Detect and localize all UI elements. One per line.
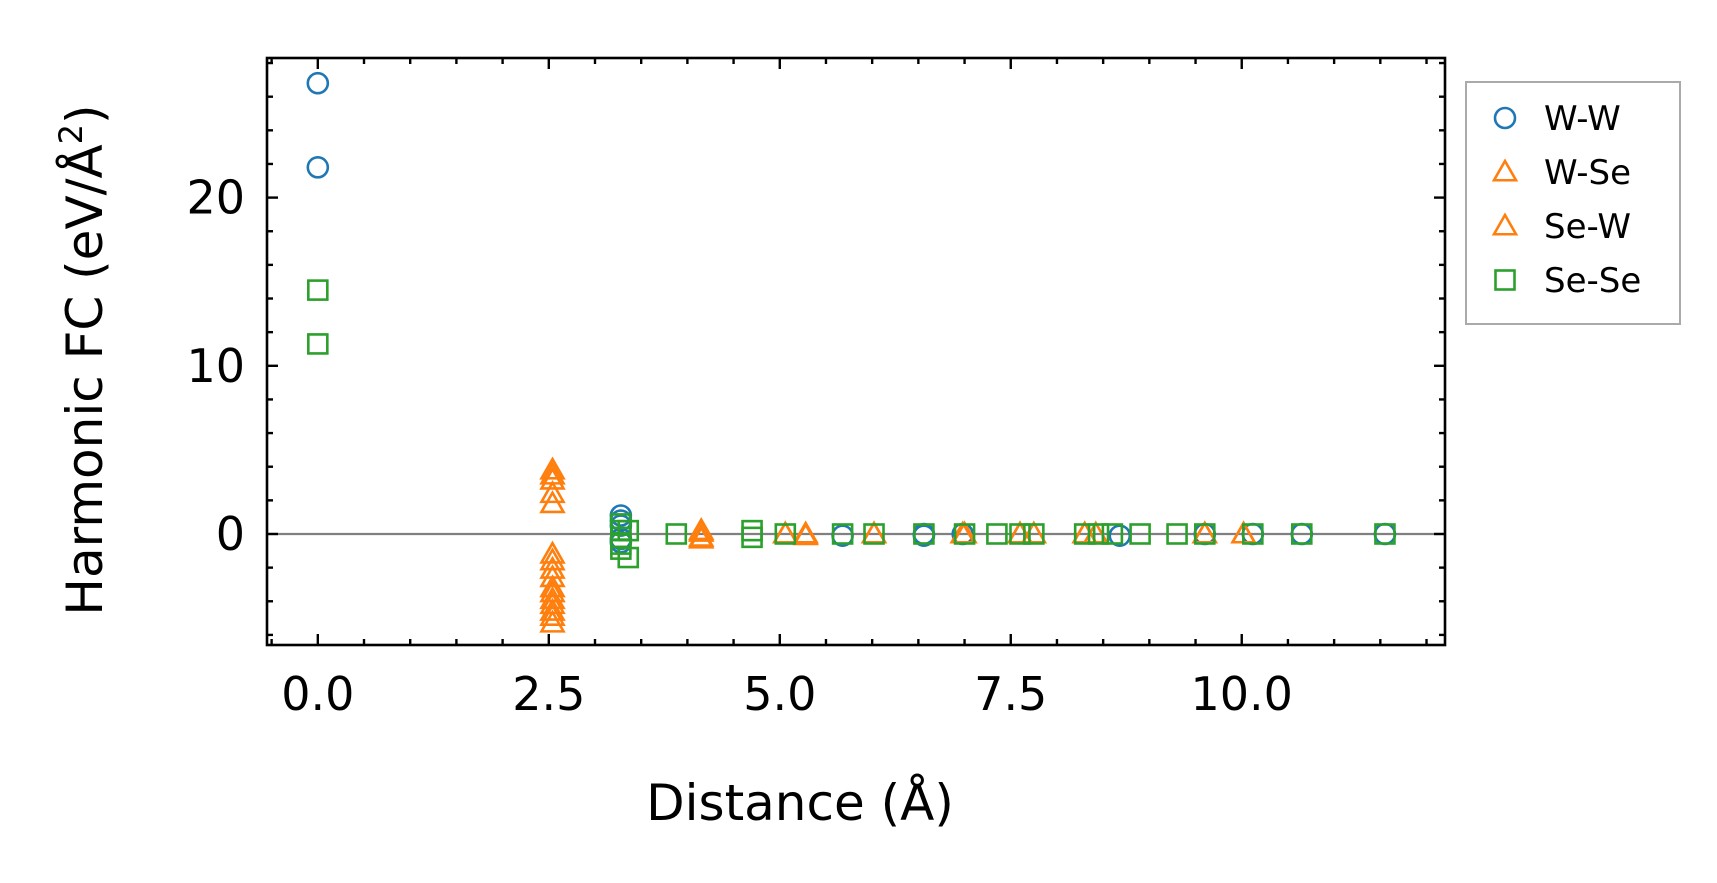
point-se-se-23 xyxy=(1129,523,1151,545)
x-tick-label: 2.5 xyxy=(512,667,585,721)
point-se-w-1 xyxy=(539,480,566,504)
point-w-se-11 xyxy=(772,520,799,544)
point-se-w-11 xyxy=(860,520,888,544)
point-se-w-7 xyxy=(688,518,715,542)
y-tick-label: 20 xyxy=(186,171,245,225)
point-se-se-18 xyxy=(1009,523,1031,545)
legend-item-se-w: Se-W xyxy=(1491,207,1631,247)
x-axis-label: Distance (Å) xyxy=(646,774,954,832)
x-tick-label: 5.0 xyxy=(743,667,816,721)
point-se-w-10 xyxy=(792,522,819,546)
legend-item-w-w: W-W xyxy=(1493,99,1621,139)
point-se-se-9 xyxy=(665,523,688,545)
series-se-se xyxy=(307,279,1396,569)
point-se-w-5 xyxy=(539,591,566,615)
point-se-se-16 xyxy=(953,523,976,545)
y-tick-label: 10 xyxy=(186,339,245,393)
point-se-w-4 xyxy=(539,579,566,603)
point-se-se-19 xyxy=(1023,523,1045,545)
point-se-se-21 xyxy=(1087,523,1110,545)
point-w-se-17 xyxy=(1071,520,1098,544)
legend-label-se-se: Se-Se xyxy=(1544,261,1641,301)
point-w-se-13 xyxy=(860,520,888,544)
series-se-w xyxy=(539,461,1257,626)
legend-marker-w-w xyxy=(1493,106,1517,130)
plot-border xyxy=(265,56,1447,647)
point-se-se-11 xyxy=(741,526,763,549)
point-se-se-0 xyxy=(307,279,329,301)
point-w-w-1 xyxy=(306,156,330,179)
point-se-se-7 xyxy=(617,519,640,542)
point-se-w-3 xyxy=(539,564,566,588)
point-se-se-12 xyxy=(774,523,797,545)
point-se-se-15 xyxy=(913,523,935,545)
point-w-w-0 xyxy=(306,71,330,95)
point-se-w-8 xyxy=(688,525,715,549)
legend-label-se-w: Se-W xyxy=(1544,207,1631,247)
point-w-se-1 xyxy=(539,466,566,490)
legend-label-w-w: W-W xyxy=(1544,99,1621,139)
x-tick-labels: 0.0 2.5 5.0 7.5 10.0 xyxy=(281,667,1293,721)
legend-item-se-se: Se-Se xyxy=(1494,261,1641,301)
x-tick-label: 0.0 xyxy=(281,667,354,721)
y-axis-label: Harmonic FC (eV/Å2) xyxy=(52,104,114,615)
y-axis-label-main: Harmonic FC (eV/Å xyxy=(56,144,114,615)
point-se-w-14 xyxy=(1071,520,1098,544)
legend-box xyxy=(1465,81,1681,325)
legend-item-w-se: W-Se xyxy=(1491,153,1631,193)
x-tick-label: 7.5 xyxy=(974,667,1047,721)
axis-ticks xyxy=(267,58,1445,645)
point-se-se-17 xyxy=(986,523,1008,545)
legend-marker-w-se xyxy=(1491,158,1519,182)
point-w-se-3 xyxy=(539,540,566,564)
point-se-se-14 xyxy=(863,523,885,545)
y-axis-label-superscript: 2 xyxy=(52,124,90,144)
point-se-se-8 xyxy=(617,546,640,569)
plot-frame xyxy=(265,56,1447,647)
point-se-se-1 xyxy=(307,333,329,355)
data-points xyxy=(306,71,1397,633)
point-se-se-20 xyxy=(1073,523,1096,545)
point-se-se-25 xyxy=(1193,523,1216,545)
legend-marker-se-se xyxy=(1494,269,1516,291)
point-se-se-10 xyxy=(741,519,763,542)
y-axis-label-close: ) xyxy=(56,104,114,124)
point-se-se-13 xyxy=(831,523,854,545)
series-w-se xyxy=(539,456,1257,633)
point-se-se-28 xyxy=(1374,523,1396,545)
x-tick-label: 10.0 xyxy=(1191,667,1293,721)
y-tick-label: 0 xyxy=(216,507,245,561)
point-se-se-22 xyxy=(1101,523,1124,545)
series-w-w xyxy=(306,71,1397,554)
point-se-w-6 xyxy=(539,602,566,626)
legend-label-w-se: W-Se xyxy=(1544,153,1631,193)
point-se-se-27 xyxy=(1290,523,1313,545)
point-se-w-9 xyxy=(772,520,799,544)
point-se-se-26 xyxy=(1242,523,1264,545)
point-w-se-7 xyxy=(539,597,566,621)
y-tick-labels: 0 10 20 xyxy=(186,171,245,561)
point-w-se-8 xyxy=(539,609,566,633)
legend-marker-se-w xyxy=(1491,212,1519,236)
legend: W-W W-Se Se-W Se-Se xyxy=(1465,81,1681,325)
point-se-se-24 xyxy=(1166,523,1188,545)
point-w-se-0 xyxy=(539,456,566,480)
